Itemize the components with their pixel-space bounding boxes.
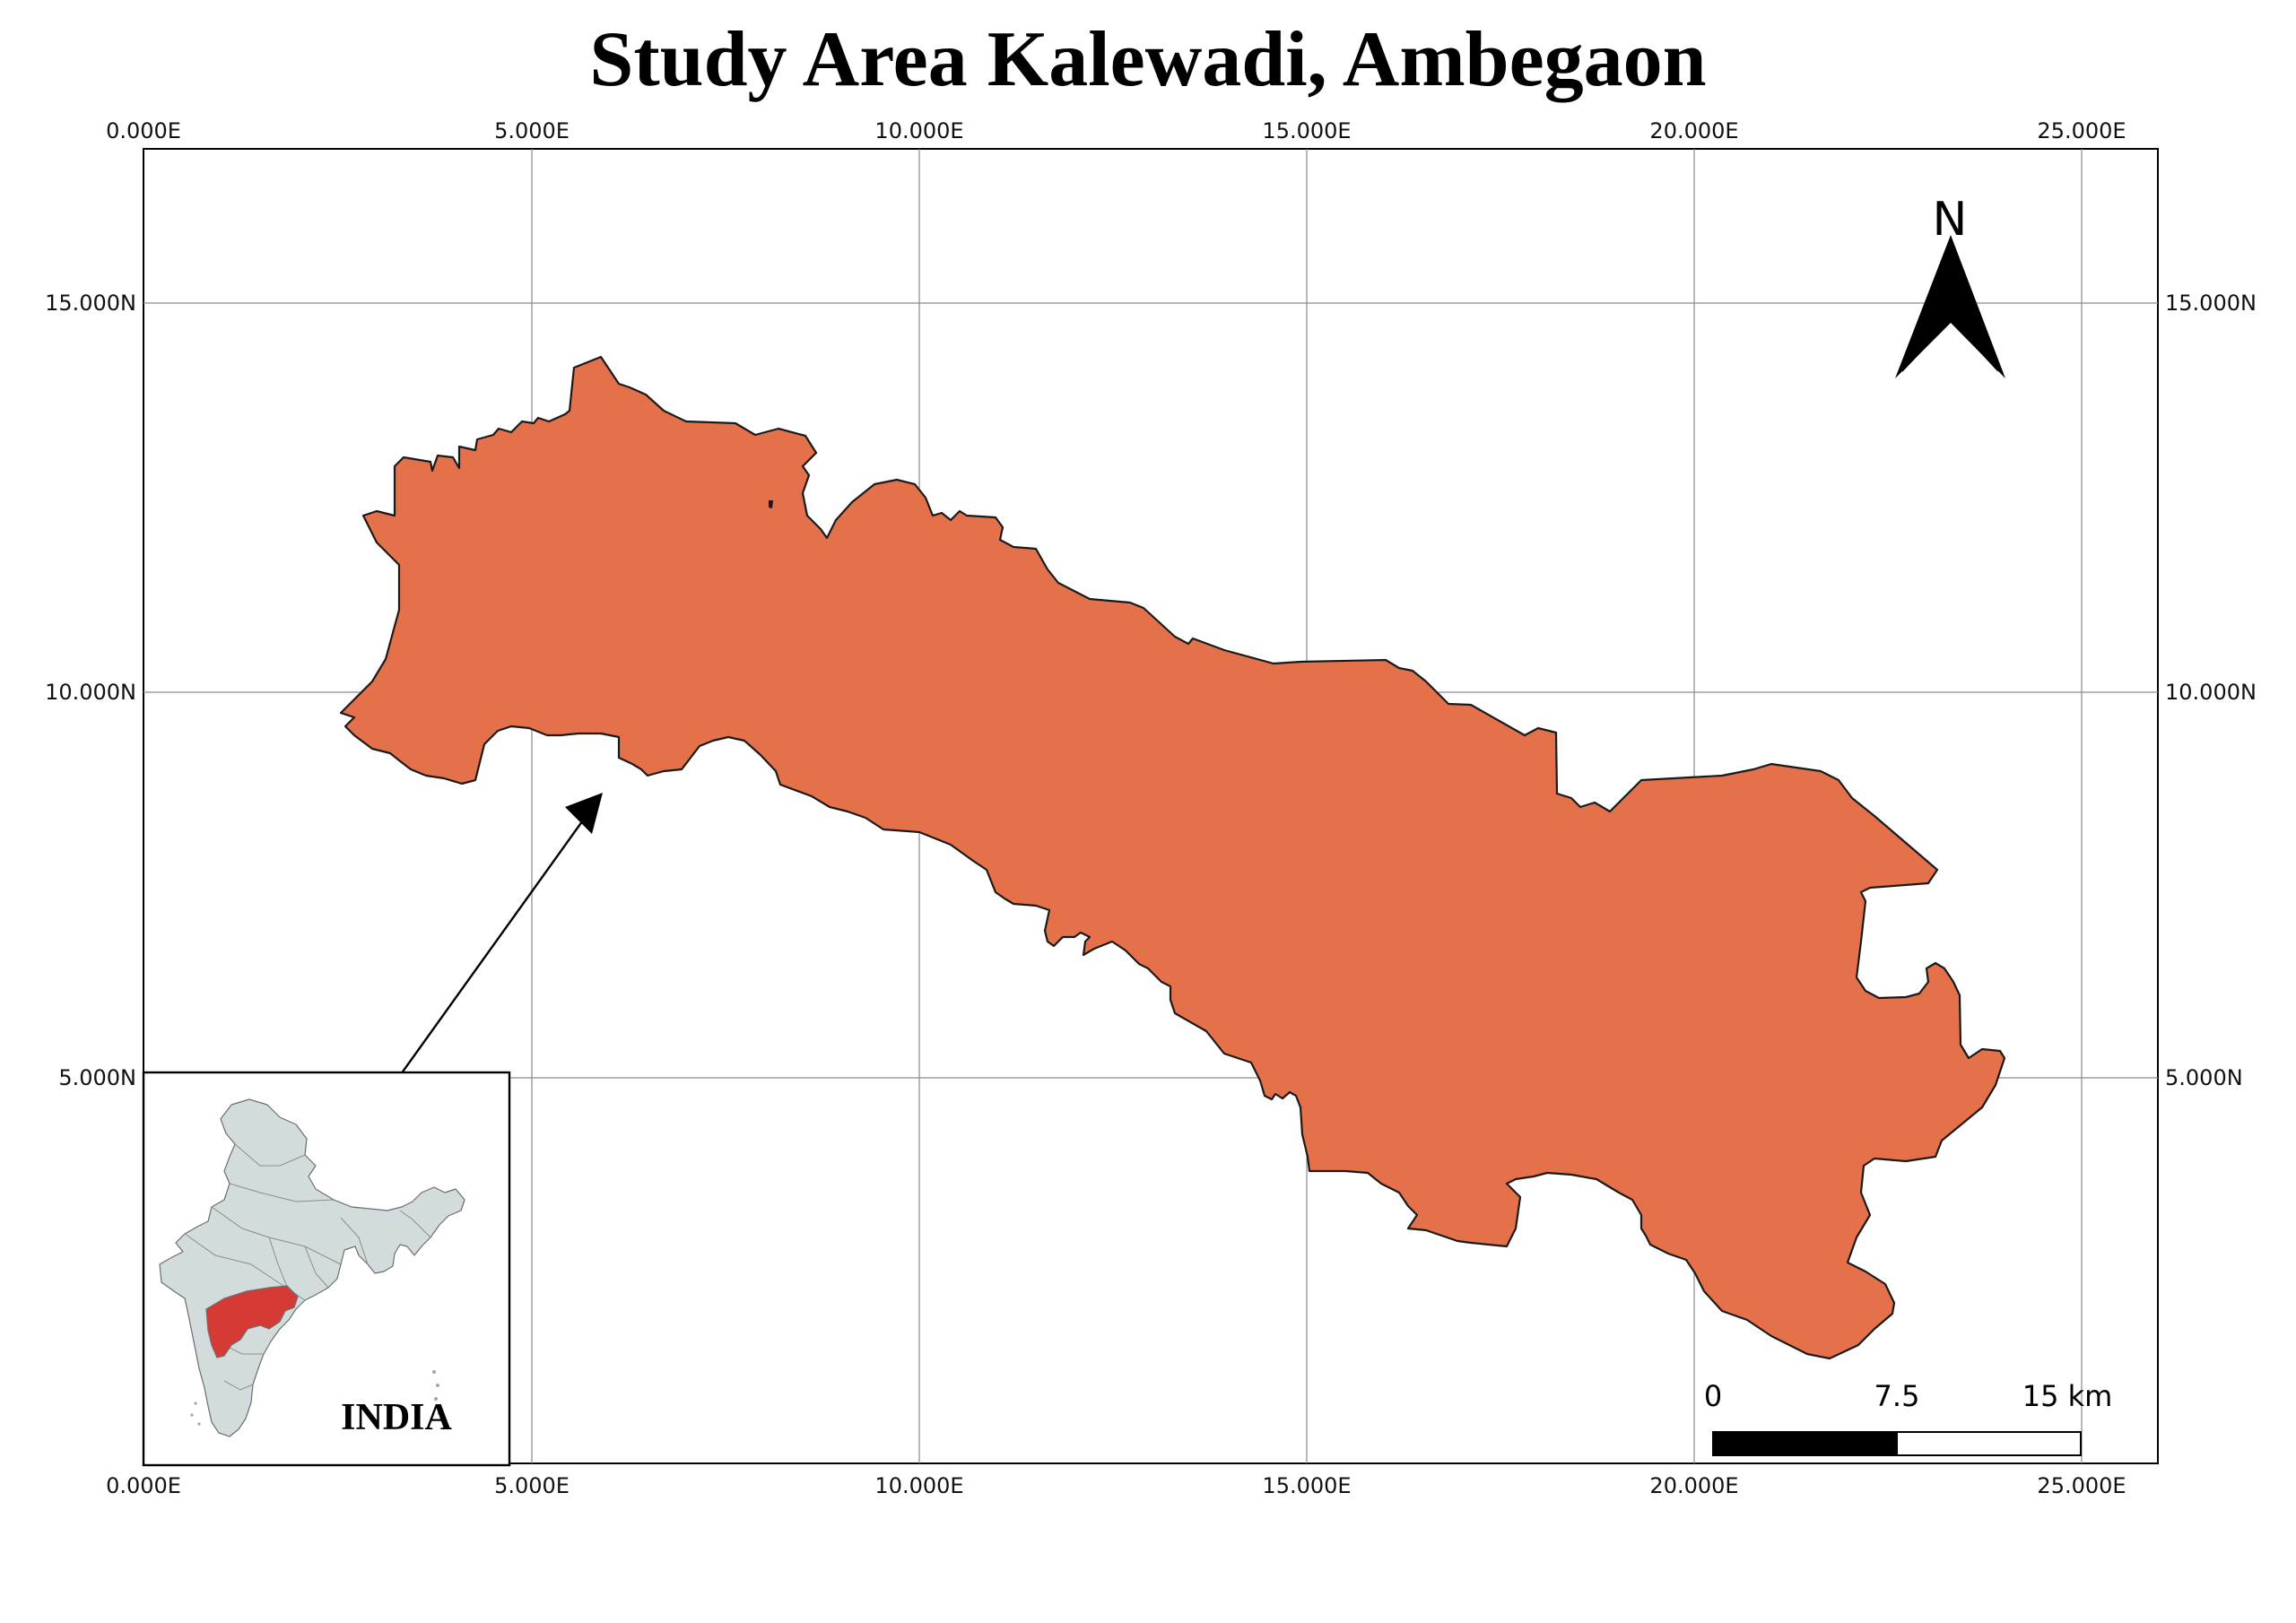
y-tick-label: 15.000N <box>45 291 136 316</box>
x-tick-label: 20.000E <box>1649 1473 1738 1498</box>
x-tick-label: 10.000E <box>874 118 963 143</box>
x-ticks-top: 0.000E 5.000E 10.000E 15.000E 20.000E 25… <box>106 118 2126 143</box>
y-tick-label: 5.000N <box>58 1065 136 1090</box>
state-borders <box>184 1143 431 1391</box>
x-tick-label: 15.000E <box>1262 118 1351 143</box>
x-tick-label: 5.000E <box>494 1473 570 1498</box>
y-ticks-right: 15.000N 10.000N 5.000N <box>2165 291 2257 1090</box>
y-tick-label: 5.000N <box>2165 1065 2243 1090</box>
x-tick-label: 25.000E <box>2037 118 2126 143</box>
y-ticks-left: 15.000N 10.000N 5.000N <box>45 291 136 1090</box>
x-tick-label: 0.000E <box>106 118 181 143</box>
maharashtra-highlight <box>205 1285 299 1358</box>
x-tick-label: 25.000E <box>2037 1473 2126 1498</box>
x-tick-label: 20.000E <box>1649 118 1738 143</box>
x-ticks-bottom: 0.000E 5.000E 10.000E 15.000E 20.000E 25… <box>106 1473 2126 1498</box>
y-tick-label: 10.000N <box>45 680 136 705</box>
scale-label-0: 0 <box>1704 1379 1722 1413</box>
x-tick-label: 0.000E <box>106 1473 181 1498</box>
india-land <box>159 1098 465 1437</box>
scale-bar: 0 7.5 15 km <box>1704 1379 2113 1456</box>
map-title: Study Area Kalewadi, Ambegaon <box>589 16 1706 103</box>
north-arrow-icon: N <box>1895 193 2005 378</box>
y-tick-label: 15.000N <box>2165 291 2257 316</box>
x-tick-label: 5.000E <box>494 118 570 143</box>
x-tick-label: 15.000E <box>1262 1473 1351 1498</box>
study-area-polygon <box>339 355 2006 1360</box>
inset-label: INDIA <box>341 1397 452 1438</box>
scale-label-end: 15 km <box>2022 1379 2113 1413</box>
graticule <box>144 149 2158 1463</box>
enclave-spot <box>769 500 773 508</box>
x-tick-label: 10.000E <box>874 1473 963 1498</box>
y-tick-label: 10.000N <box>2165 680 2257 705</box>
inset-map: INDIA <box>142 1071 511 1467</box>
island-groups <box>190 1370 441 1426</box>
scale-label-mid: 7.5 <box>1874 1379 1920 1413</box>
